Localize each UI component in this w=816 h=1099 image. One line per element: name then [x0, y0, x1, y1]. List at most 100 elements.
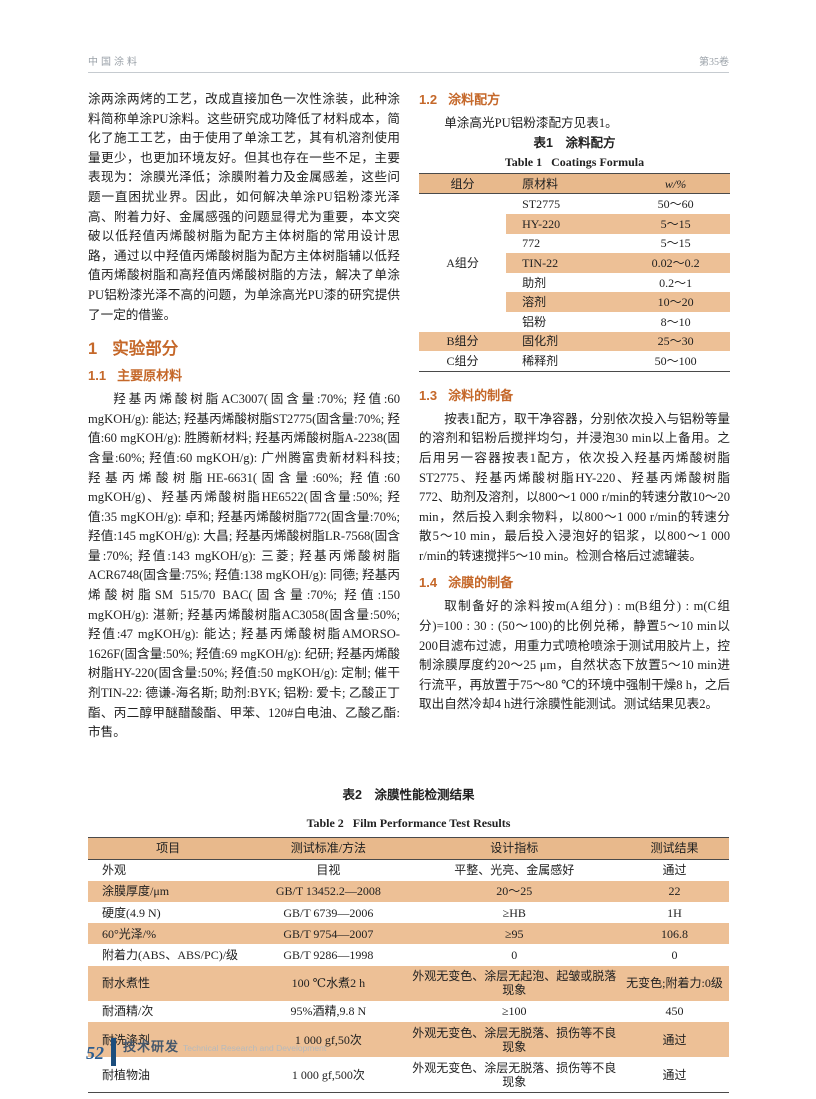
table1-header-row: 组分 原材料 w/% — [419, 173, 730, 194]
table-cell: GB/T 13452.2—2008 — [275, 884, 381, 899]
table-cell: GB/T 9286—1998 — [283, 948, 374, 963]
footer-bar — [111, 1038, 116, 1066]
section-1-4-paragraph: 取制备好的涂料按m(A组分) : m(B组分) : m(C组分)=100 : 3… — [419, 599, 730, 712]
table-cell: 0 — [671, 948, 678, 963]
table-cell: 目视 — [316, 863, 341, 878]
table-cell: 772 — [522, 236, 541, 251]
table-cell: 1H — [667, 905, 682, 920]
materials-paragraph: 羟基丙烯酸树脂AC3007(固含量:70%; 羟值:60 mgKOH/g): 能… — [88, 392, 400, 740]
table-cell: 10～20 — [621, 292, 730, 312]
section-1-3-heading: 1.3 涂料的制备 — [419, 388, 730, 404]
left-column: 涂两涂两烤的工艺，改成直接加色一次性涂装，此种涂料简称单涂PU涂料。这些研究成功… — [88, 90, 400, 743]
table1-coatings-formula: 组分 原材料 w/% A组分 ST2775 50～60 HY-220 5～15 … — [419, 172, 730, 372]
table-cell: 耐植物油 — [102, 1067, 151, 1082]
page-header: 中国涂料 第35卷 — [88, 53, 729, 73]
table-cell: 附着力(ABS、ABS/PC)/级 — [102, 948, 239, 963]
table-row: 60°光泽/% GB/T 9754—2007 ≥95 106.8 — [88, 923, 729, 945]
table2-header-row: 项目 测试标准/方法 设计指标 测试结果 — [88, 837, 729, 860]
table-cell: 100 ℃水煮2 h — [291, 976, 366, 991]
table1-header-cell: w/% — [664, 176, 687, 191]
table-row: 外观 目视 平整、光亮、金属感好 通过 — [88, 859, 729, 881]
table-cell: 25～30 — [657, 334, 694, 349]
table-cell: 50～100 — [654, 353, 697, 368]
table-cell: 450 — [665, 1004, 684, 1019]
table-cell: 1 000 gf,500次 — [291, 1067, 365, 1082]
table-cell: 1 000 gf,50次 — [294, 1032, 362, 1047]
table-cell: 5～15 — [660, 236, 691, 251]
table-cell: 外观 — [102, 863, 127, 878]
table-cell: 无变色;附着力:0级 — [626, 976, 723, 991]
section-1-title: 实验部分 — [112, 340, 179, 359]
table-row: A组分 ST2775 50～60 — [419, 193, 730, 332]
table2-header-cell: 测试标准/方法 — [290, 841, 367, 856]
table-cell: 50～60 — [657, 197, 694, 212]
table-row: 硬度(4.9 N) GB/T 6739—2006 ≥HB 1H — [88, 902, 729, 923]
table-cell: 外观无变色、涂层无起泡、起皱或脱落现象 — [412, 969, 617, 998]
table-cell: 助剂 — [522, 275, 547, 290]
section-1-4-title: 涂膜的制备 — [448, 575, 514, 591]
table-row: 耐洗涤剂 1 000 gf,50次 外观无变色、涂层无脱落、损伤等不良现象 通过 — [88, 1022, 729, 1058]
table-cell: 外观无变色、涂层无脱落、损伤等不良现象 — [412, 1025, 617, 1054]
table-cell: HY-220 — [506, 213, 622, 234]
volume-label: 第35卷 — [699, 57, 729, 68]
table1-header-cell: 原材料 — [522, 176, 559, 191]
page-number: 52 — [86, 1043, 104, 1063]
table1-group-a-cell: A组分 — [419, 193, 507, 332]
section-1-3-title: 涂料的制备 — [448, 387, 514, 403]
table-cell: ≥100 — [501, 1004, 527, 1019]
table-cell: 溶剂 — [506, 292, 622, 312]
section-1-2-number: 1.2 — [419, 92, 438, 107]
table-cell: 60°光泽/% — [102, 926, 157, 941]
section-1-1-title: 主要原材料 — [117, 368, 183, 384]
table-cell: 5～15 — [621, 213, 730, 234]
table-cell: 0.02～0.2 — [621, 253, 730, 273]
section-1-4-number: 1.4 — [419, 575, 438, 591]
table-row: 耐酒精/次 95%酒精,9.8 N ≥100 450 — [88, 1001, 729, 1022]
table-cell: 稀释剂 — [522, 353, 559, 368]
table-cell: B组分 — [446, 334, 479, 349]
table1-header-cell: 组分 — [450, 176, 475, 191]
table-row: 耐水煮性 100 ℃水煮2 h 外观无变色、涂层无起泡、起皱或脱落现象 无变色;… — [88, 965, 729, 1001]
table-row: 附着力(ABS、ABS/PC)/级 GB/T 9286—1998 0 0 — [88, 944, 729, 965]
section-1-2-heading: 1.2 涂料配方 — [419, 92, 730, 108]
table-cell: 通过 — [662, 1067, 687, 1082]
table-cell: 铝粉 — [522, 314, 547, 329]
section-1-heading: 1 实验部分 — [88, 339, 400, 359]
journal-name: 中国涂料 — [88, 57, 140, 68]
table1-title-cn: 表1 涂料配方 — [533, 135, 616, 150]
section-1-number: 1 — [88, 340, 98, 359]
table-row: C组分 稀释剂 50～100 — [419, 351, 730, 371]
table2-header-cell: 设计指标 — [490, 841, 539, 856]
table-cell: 8～10 — [660, 314, 691, 329]
table-cell: 0 — [511, 948, 518, 963]
table-cell: TIN-22 — [506, 253, 622, 273]
section-1-1-number: 1.1 — [88, 368, 107, 384]
table2-title-en: Table 2 Film Performance Test Results — [306, 815, 511, 830]
table-row: 助剂 0.2～1 — [419, 273, 730, 293]
table-cell: 耐水煮性 — [102, 976, 151, 991]
intro-paragraph: 涂两涂两烤的工艺，改成直接加色一次性涂装，此种涂料简称单涂PU涂料。这些研究成功… — [88, 92, 400, 322]
section-1-3-paragraph: 按表1配方，取干净容器，分别依次投入与铝粉等量的溶剂和铝粉后搅拌均匀，并浸泡30… — [419, 411, 730, 563]
department-name-en: Technical Research and Development — [183, 1043, 327, 1053]
table-cell: 0.2～1 — [659, 275, 693, 290]
table-row: 铝粉 8～10 — [419, 312, 730, 332]
table-row: 耐植物油 1 000 gf,500次 外观无变色、涂层无脱落、损伤等不良现象 通… — [88, 1057, 729, 1093]
table-cell: 95%酒精,9.8 N — [290, 1004, 367, 1019]
table-row: 涂膜厚度/μm GB/T 13452.2—2008 20～25 22 — [88, 880, 729, 903]
section-1-1-heading: 1.1 主要原材料 — [88, 368, 400, 384]
table-row: TIN-22 0.02～0.2 — [419, 253, 730, 273]
table-cell: C组分 — [446, 353, 479, 368]
table-cell: 22 — [668, 884, 681, 899]
table-cell: 硬度(4.9 N) — [102, 905, 161, 920]
footer-department: 技术研发 Technical Research and Development — [123, 1038, 326, 1056]
table-cell: ≥95 — [504, 926, 524, 941]
table2-section: 表2 涂膜性能检测结果 Table 2 Film Performance Tes… — [88, 784, 729, 1094]
table-cell: 耐酒精/次 — [102, 1004, 154, 1019]
table-row: B组分 固化剂 25～30 — [419, 331, 730, 352]
table-cell: 通过 — [662, 863, 687, 878]
table-cell: 外观无变色、涂层无脱落、损伤等不良现象 — [412, 1060, 617, 1089]
table-cell: 平整、光亮、金属感好 — [454, 863, 575, 878]
table-cell: GB/T 6739—2006 — [283, 905, 374, 920]
section-1-3-number: 1.3 — [419, 387, 438, 403]
